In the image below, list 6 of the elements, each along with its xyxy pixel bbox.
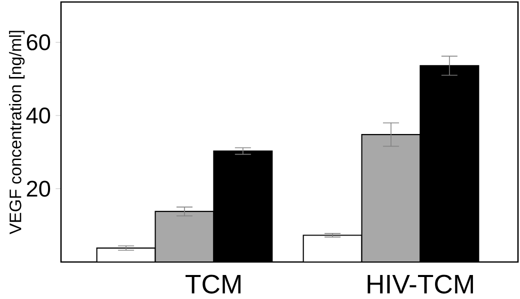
x-tick-label: TCM [186,274,241,294]
y-tick-label: 60 [26,34,50,50]
y-tick-label: 20 [26,180,50,197]
y-tick-label: 40 [26,107,50,124]
x-tick-label: HIV-TCM [368,274,473,294]
y-axis-title: VEGF concentration [ng/ml] [9,30,25,234]
